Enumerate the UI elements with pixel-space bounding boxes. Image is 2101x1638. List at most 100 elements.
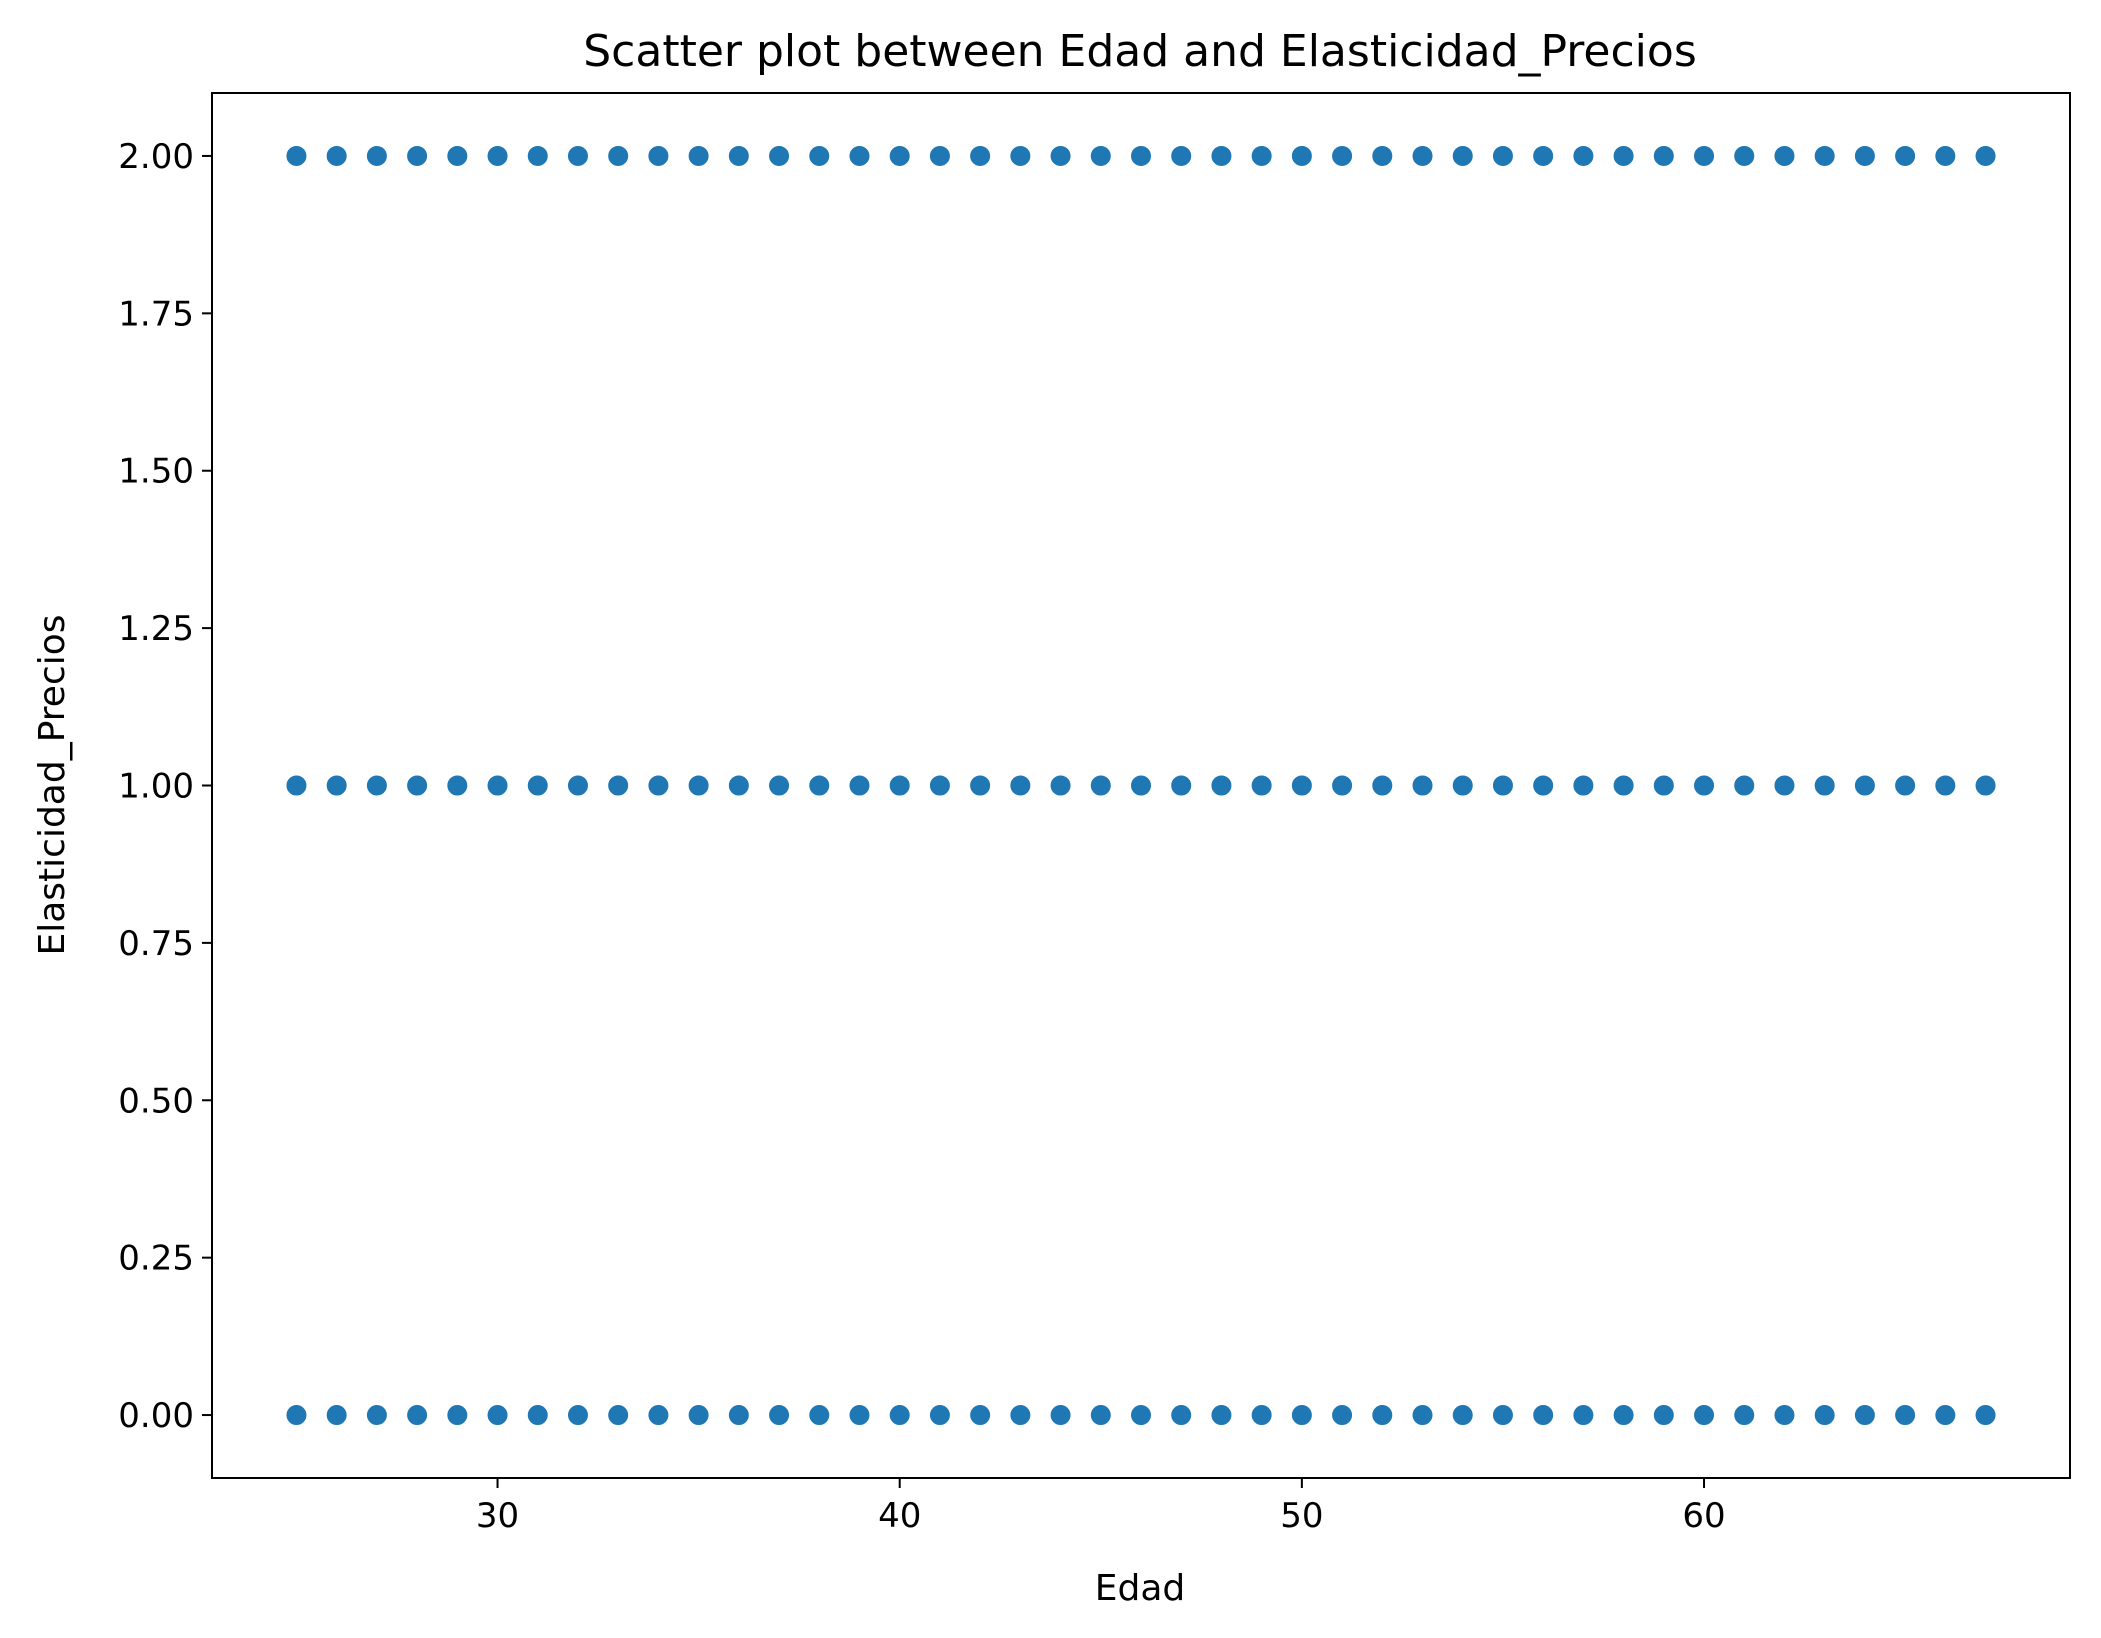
scatter-point xyxy=(646,143,671,168)
scatter-point xyxy=(1852,143,1877,168)
scatter-point xyxy=(1008,773,1033,798)
scatter-point xyxy=(1732,143,1757,168)
scatter-point xyxy=(1973,773,1998,798)
scatter-point xyxy=(485,773,510,798)
scatter-point xyxy=(726,143,751,168)
scatter-point xyxy=(1973,1403,1998,1428)
scatter-point xyxy=(847,773,872,798)
scatter-point xyxy=(525,773,550,798)
scatter-point xyxy=(1289,773,1314,798)
scatter-point xyxy=(1893,143,1918,168)
y-tick-label: 2.00 xyxy=(118,137,194,177)
scatter-point xyxy=(1611,143,1636,168)
scatter-point xyxy=(364,1403,389,1428)
scatter-point xyxy=(1571,1403,1596,1428)
scatter-point xyxy=(565,1403,590,1428)
scatter-point xyxy=(1812,773,1837,798)
scatter-point xyxy=(606,143,631,168)
scatter-point xyxy=(1490,143,1515,168)
scatter-point xyxy=(1450,773,1475,798)
scatter-point xyxy=(1651,773,1676,798)
scatter-point xyxy=(1169,143,1194,168)
x-axis-label: Edad xyxy=(1095,1568,1186,1609)
scatter-point xyxy=(1732,1403,1757,1428)
scatter-point xyxy=(1531,773,1556,798)
scatter-point xyxy=(807,773,832,798)
scatter-point xyxy=(927,773,952,798)
scatter-point xyxy=(1289,1403,1314,1428)
scatter-point xyxy=(1289,143,1314,168)
scatter-point xyxy=(1531,1403,1556,1428)
scatter-point xyxy=(1410,143,1435,168)
scatter-point xyxy=(1370,1403,1395,1428)
scatter-point xyxy=(767,773,792,798)
scatter-point xyxy=(927,143,952,168)
y-tick-label: 0.75 xyxy=(118,924,194,964)
scatter-point xyxy=(1973,143,1998,168)
scatter-point xyxy=(1209,773,1234,798)
scatter-point xyxy=(1249,1403,1274,1428)
scatter-point xyxy=(1008,143,1033,168)
scatter-point xyxy=(807,1403,832,1428)
scatter-point xyxy=(1169,1403,1194,1428)
scatter-point xyxy=(1370,143,1395,168)
scatter-point xyxy=(284,1403,309,1428)
scatter-point xyxy=(1812,1403,1837,1428)
scatter-point xyxy=(1692,1403,1717,1428)
scatter-point xyxy=(1330,143,1355,168)
y-tick-label: 1.75 xyxy=(118,294,194,334)
scatter-point xyxy=(1692,143,1717,168)
scatter-point xyxy=(1571,143,1596,168)
scatter-point xyxy=(606,773,631,798)
scatter-point xyxy=(1933,773,1958,798)
scatter-point xyxy=(1450,143,1475,168)
scatter-point xyxy=(284,773,309,798)
scatter-point xyxy=(364,773,389,798)
y-axis-label: Elasticidad_Precios xyxy=(32,614,73,955)
scatter-point xyxy=(1048,1403,1073,1428)
scatter-point xyxy=(525,143,550,168)
x-tick-label: 30 xyxy=(476,1496,519,1536)
scatter-point xyxy=(1772,773,1797,798)
scatter-point xyxy=(1410,773,1435,798)
scatter-point xyxy=(767,1403,792,1428)
scatter-point xyxy=(1330,773,1355,798)
scatter-point xyxy=(1531,143,1556,168)
scatter-point xyxy=(1129,143,1153,168)
scatter-point xyxy=(445,1403,470,1428)
scatter-point xyxy=(1330,1403,1355,1428)
scatter-point xyxy=(445,143,470,168)
scatter-point xyxy=(1370,773,1395,798)
scatter-point xyxy=(646,773,671,798)
y-tick-label: 1.00 xyxy=(118,767,194,807)
scatter-point xyxy=(1852,773,1877,798)
scatter-point xyxy=(1209,1403,1234,1428)
scatter-point xyxy=(1169,773,1194,798)
scatter-point xyxy=(565,773,590,798)
scatter-point xyxy=(726,773,751,798)
scatter-point xyxy=(1732,773,1757,798)
scatter-point xyxy=(1933,1403,1958,1428)
scatter-point xyxy=(1129,1403,1153,1428)
scatter-point xyxy=(1692,773,1717,798)
scatter-point xyxy=(1651,1403,1676,1428)
scatter-point xyxy=(324,1403,349,1428)
y-tick-label: 1.50 xyxy=(118,452,194,492)
scatter-point xyxy=(1209,143,1234,168)
scatter-point xyxy=(1852,1403,1877,1428)
scatter-point xyxy=(847,1403,872,1428)
scatter-point xyxy=(1249,143,1274,168)
scatter-point xyxy=(1129,773,1153,798)
scatter-point xyxy=(485,1403,510,1428)
scatter-point xyxy=(1611,773,1636,798)
scatter-point xyxy=(364,143,389,168)
scatter-point xyxy=(927,1403,952,1428)
scatter-point xyxy=(887,773,912,798)
x-tick-label: 40 xyxy=(878,1496,921,1536)
scatter-point xyxy=(1611,1403,1636,1428)
scatter-point xyxy=(1490,773,1515,798)
y-tick-label: 0.00 xyxy=(118,1396,194,1436)
scatter-point xyxy=(405,1403,430,1428)
scatter-point xyxy=(565,143,590,168)
